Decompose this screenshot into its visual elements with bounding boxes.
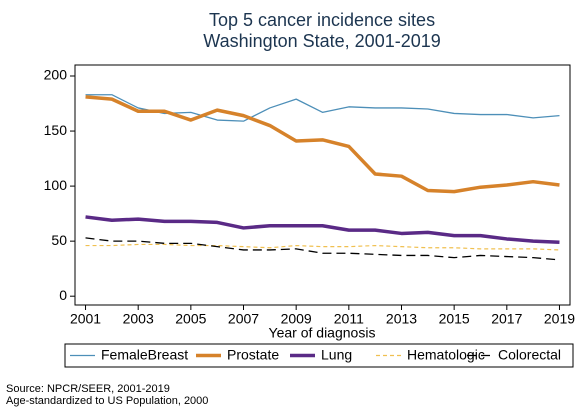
legend-label: Colorectal xyxy=(498,347,561,363)
legend-label: Lung xyxy=(321,347,352,363)
plot-frame xyxy=(74,64,571,306)
x-tick-label: 2005 xyxy=(175,311,206,327)
x-tick-label: 2007 xyxy=(228,311,259,327)
series-line xyxy=(85,94,560,122)
x-tick-label: 2001 xyxy=(70,311,101,327)
x-tick-label: 2003 xyxy=(123,311,154,327)
chart-subtitle: Washington State, 2001-2019 xyxy=(203,31,441,51)
series-line xyxy=(85,237,560,261)
x-tick-label: 2011 xyxy=(334,311,364,327)
y-tick-label: 150 xyxy=(44,122,68,138)
y-tick-label: 200 xyxy=(44,67,68,83)
y-tick-label: 0 xyxy=(59,287,67,303)
legend-box xyxy=(64,343,574,368)
x-tick-label: 2019 xyxy=(544,311,575,327)
x-tick-label: 2009 xyxy=(281,311,312,327)
series-line xyxy=(85,95,560,194)
x-tick-label: 2013 xyxy=(386,311,417,327)
legend-label: FemaleBreast xyxy=(101,347,188,363)
chart-title: Top 5 cancer incidence sites xyxy=(209,10,435,30)
x-axis-title: Year of diagnosis xyxy=(269,325,376,341)
legend-label: Hematologic xyxy=(407,347,485,363)
source-note: Age-standardized to US Population, 2000 xyxy=(6,395,208,407)
series-line xyxy=(85,243,560,251)
series-line xyxy=(85,215,560,244)
legend-label: Prostate xyxy=(227,347,279,363)
source-note: Source: NPCR/SEER, 2001-2019 xyxy=(6,383,170,395)
y-tick-label: 50 xyxy=(51,232,67,248)
y-tick-label: 100 xyxy=(44,177,68,193)
x-tick-label: 2015 xyxy=(439,311,470,327)
x-tick-label: 2017 xyxy=(491,311,522,327)
